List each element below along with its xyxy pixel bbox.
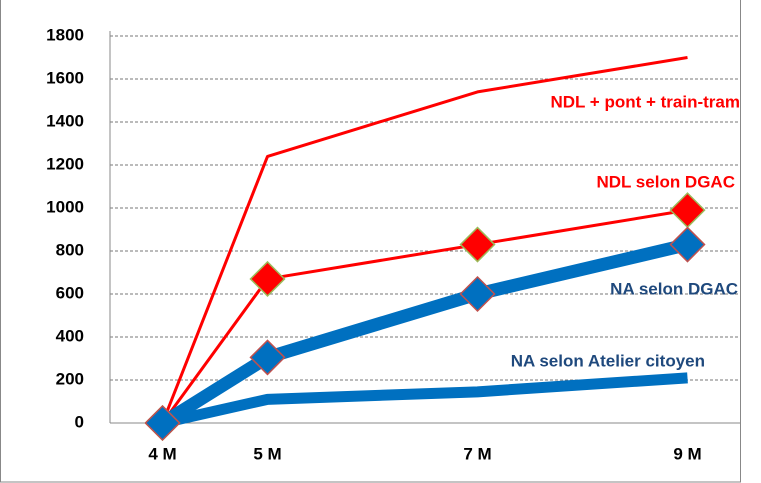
- diamond-marker: [669, 192, 706, 229]
- series-label: NDL selon DGAC: [596, 172, 735, 191]
- y-tick-label: 1400: [46, 111, 84, 130]
- y-tick-label: 600: [56, 283, 84, 302]
- series-line: [161, 56, 688, 424]
- x-tick-label: 7 M: [463, 444, 491, 463]
- series-line: [161, 208, 688, 424]
- diamond-marker: [459, 226, 496, 263]
- x-tick-label: 9 M: [673, 444, 701, 463]
- y-tick-label: 1000: [46, 197, 84, 216]
- diamond-marker: [459, 275, 496, 313]
- y-tick-label: 1200: [46, 154, 84, 173]
- y-tick-label: 400: [56, 326, 84, 345]
- x-tick-label: 4 M: [148, 444, 176, 463]
- series-line: [159, 238, 689, 429]
- diamond-marker: [249, 339, 286, 376]
- diamond-marker: [669, 226, 706, 263]
- diamond-marker: [144, 404, 181, 442]
- y-tick-label: 1800: [46, 25, 84, 44]
- y-tick-label: 800: [56, 240, 84, 259]
- x-tick-label: 5 M: [253, 444, 281, 463]
- y-tick-label: 1600: [46, 68, 84, 87]
- diamond-marker: [249, 260, 286, 298]
- y-tick-label: 200: [56, 369, 84, 388]
- y-tick-label: 0: [75, 412, 84, 431]
- series-label: NA selon DGAC: [610, 279, 738, 298]
- series-label: NDL + pont + train-tram: [550, 92, 740, 111]
- series-label: NA selon Atelier citoyen: [511, 351, 705, 370]
- series-line: [161, 372, 688, 429]
- chart-frame: [0, 0, 741, 483]
